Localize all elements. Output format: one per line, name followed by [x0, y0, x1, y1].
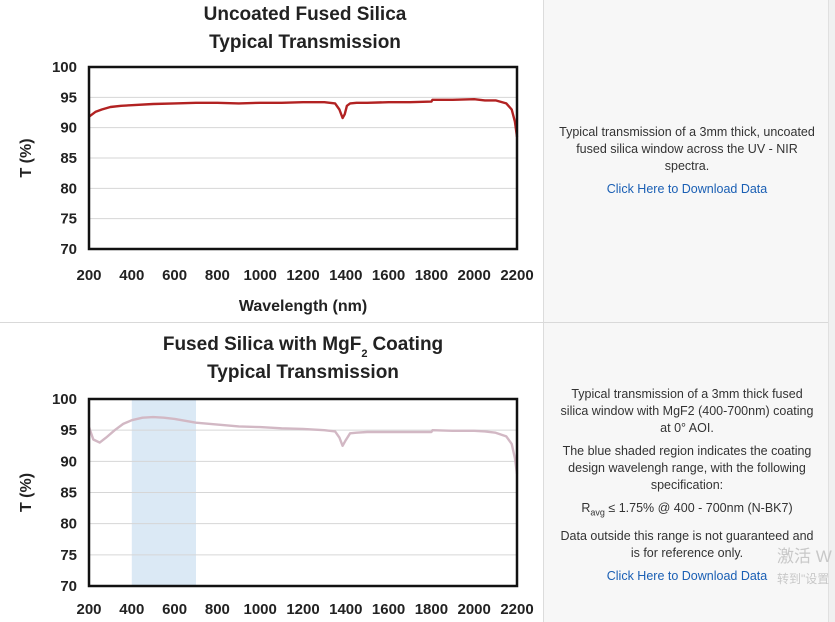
y-tick-label: 90	[60, 120, 77, 137]
chart-mgf2-transmission: Fused Silica with MgF2 Coating Typical Tra…	[18, 334, 534, 618]
x-tick-label: 2000	[458, 267, 491, 284]
x-tick-label: 1600	[372, 601, 405, 618]
x-tick-label: 800	[205, 601, 230, 618]
x-tick-label: 1400	[329, 601, 362, 618]
y-tick-label: 95	[60, 422, 77, 439]
y-tick-label: 100	[52, 59, 77, 76]
spec-value: ≤ 1.75% @ 400 - 700nm (N-BK7)	[604, 501, 793, 515]
chart-title-text: Uncoated Fused Silica	[204, 4, 407, 25]
chart-row-uncoated: Uncoated Fused Silica Typical Transmissio…	[0, 0, 835, 323]
x-tick-label: 1000	[244, 267, 277, 284]
chart-cell-mgf2: Fused Silica with MgF2 Coating Typical Tra…	[0, 323, 542, 622]
x-tick-label: 600	[162, 267, 187, 284]
plot-frame	[87, 65, 519, 251]
y-axis-label: T (%)	[18, 473, 35, 512]
y-tick-label: 75	[60, 211, 77, 228]
chart-subtitle: Typical Transmission	[207, 362, 399, 383]
description-block-mgf2: Typical transmission of a 3mm thick fuse…	[556, 386, 818, 591]
series-line-0	[88, 97, 519, 137]
chart-row-mgf2: Fused Silica with MgF2 Coating Typical Tra…	[0, 323, 835, 622]
text-cell-mgf2: Typical transmission of a 3mm thick fuse…	[543, 323, 829, 622]
x-tick-label: 200	[76, 601, 101, 618]
x-tick-label: 200	[76, 267, 101, 284]
x-tick-label: 1800	[415, 267, 448, 284]
chart-cell-uncoated: Uncoated Fused Silica Typical Transmissio…	[0, 0, 542, 322]
vertical-scrollbar[interactable]	[828, 0, 835, 622]
chart-title: Fused Silica with MgF2 Coating	[163, 334, 443, 360]
x-tick-label: 1400	[329, 267, 362, 284]
x-tick-label: 1600	[372, 267, 405, 284]
y-tick-label: 80	[60, 516, 77, 533]
y-tick-label: 100	[52, 391, 77, 408]
description-mgf2: Typical transmission of a 3mm thick fuse…	[560, 387, 814, 435]
y-tick-label: 85	[60, 485, 77, 502]
series-line-0	[87, 415, 519, 474]
x-tick-label: 1200	[286, 267, 319, 284]
chart-title-subscript: 2	[361, 348, 367, 360]
y-tick-label: 70	[60, 241, 77, 258]
chart-title: Uncoated Fused Silica	[204, 4, 407, 25]
y-tick-label: 90	[60, 453, 77, 470]
spec-symbol: R	[581, 501, 591, 515]
y-axis-label: T (%)	[18, 138, 35, 177]
x-tick-label: 2200	[500, 267, 533, 284]
x-tick-label: 800	[205, 267, 230, 284]
x-tick-label: 1800	[415, 601, 448, 618]
x-tick-label: 2200	[500, 601, 533, 618]
download-data-link-uncoated[interactable]: Click Here to Download Data	[606, 182, 768, 196]
x-tick-label: 400	[119, 267, 144, 284]
x-tick-label: 400	[119, 601, 144, 618]
text-cell-uncoated: Typical transmission of a 3mm thick, unc…	[543, 0, 829, 322]
activation-watermark: 激活 W	[777, 547, 832, 566]
x-tick-label: 1200	[286, 601, 319, 618]
download-data-link-mgf2[interactable]: Click Here to Download Data	[606, 568, 768, 583]
x-tick-label: 1000	[244, 601, 277, 618]
y-tick-label: 95	[60, 89, 77, 106]
y-tick-label: 75	[60, 547, 77, 564]
chart-subtitle: Typical Transmission	[209, 32, 401, 53]
chart-title-text: Fused Silica with MgF	[163, 334, 361, 355]
shaded-region-note: The blue shaded region indicates the coa…	[562, 444, 812, 492]
y-tick-label: 80	[60, 180, 77, 197]
coating-spec: Ravg ≤ 1.75% @ 400 - 700nm (N-BK7)	[556, 500, 818, 522]
x-axis-label: Wavelength (nm)	[239, 298, 367, 315]
plot-frame	[87, 397, 519, 588]
spec-subscript: avg	[590, 507, 605, 518]
chart-title-suffix: Coating	[372, 334, 443, 355]
x-tick-label: 600	[162, 601, 187, 618]
activation-watermark-hint: 转到"设置	[777, 572, 830, 586]
y-tick-label: 70	[60, 578, 77, 595]
description-uncoated: Typical transmission of a 3mm thick, unc…	[559, 125, 815, 173]
reference-note: Data outside this range is not guarantee…	[560, 528, 814, 560]
x-tick-label: 2000	[458, 601, 491, 618]
description-block-uncoated: Typical transmission of a 3mm thick, unc…	[556, 124, 818, 204]
y-tick-label: 85	[60, 150, 77, 167]
chart-uncoated-transmission: Uncoated Fused Silica Typical Transmissio…	[18, 4, 534, 315]
